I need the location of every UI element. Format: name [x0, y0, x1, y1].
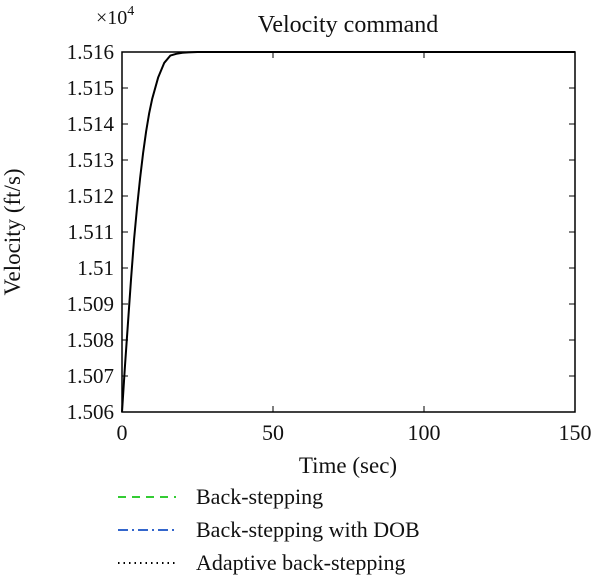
y-axis-label: Velocity (ft/s)	[0, 168, 25, 295]
y-tick-label: 1.509	[67, 292, 114, 316]
legend-label: Back-stepping	[196, 484, 323, 509]
y-tick-label: 1.51	[77, 256, 114, 280]
y-axis-multiplier: ×104	[96, 4, 134, 29]
x-axis-label: Time (sec)	[299, 453, 397, 478]
y-tick-label: 1.506	[67, 400, 114, 424]
y-axis-multiplier-base: ×10	[96, 7, 127, 29]
y-tick-label: 1.508	[67, 328, 114, 352]
legend-label: Back-stepping with DOB	[196, 517, 420, 542]
plot-frame	[121, 51, 576, 413]
y-tick-label: 1.512	[67, 184, 114, 208]
x-tick-label: 0	[117, 420, 128, 445]
y-tick-label: 1.516	[67, 40, 114, 64]
y-tick-label: 1.511	[68, 220, 114, 244]
x-tick-label: 100	[408, 420, 441, 445]
chart-title: Velocity command	[258, 12, 439, 38]
series-line	[121, 51, 575, 413]
y-tick-label: 1.514	[67, 112, 115, 136]
y-tick-label: 1.515	[67, 76, 114, 100]
legend: Back-stepping Back-stepping with DOB Adapt…	[118, 484, 420, 575]
plot-area: 0 50 100 150 1.506 1.507 1.508 1.509 1.51 1.511 1.…	[67, 40, 592, 445]
x-tick-label: 150	[559, 420, 592, 445]
y-tick-label: 1.513	[67, 148, 114, 172]
y-axis-multiplier-exponent: 4	[127, 4, 134, 19]
y-tick-label: 1.507	[67, 364, 114, 388]
legend-label: Adaptive back-stepping	[196, 550, 406, 575]
x-tick-label: 50	[262, 420, 284, 445]
